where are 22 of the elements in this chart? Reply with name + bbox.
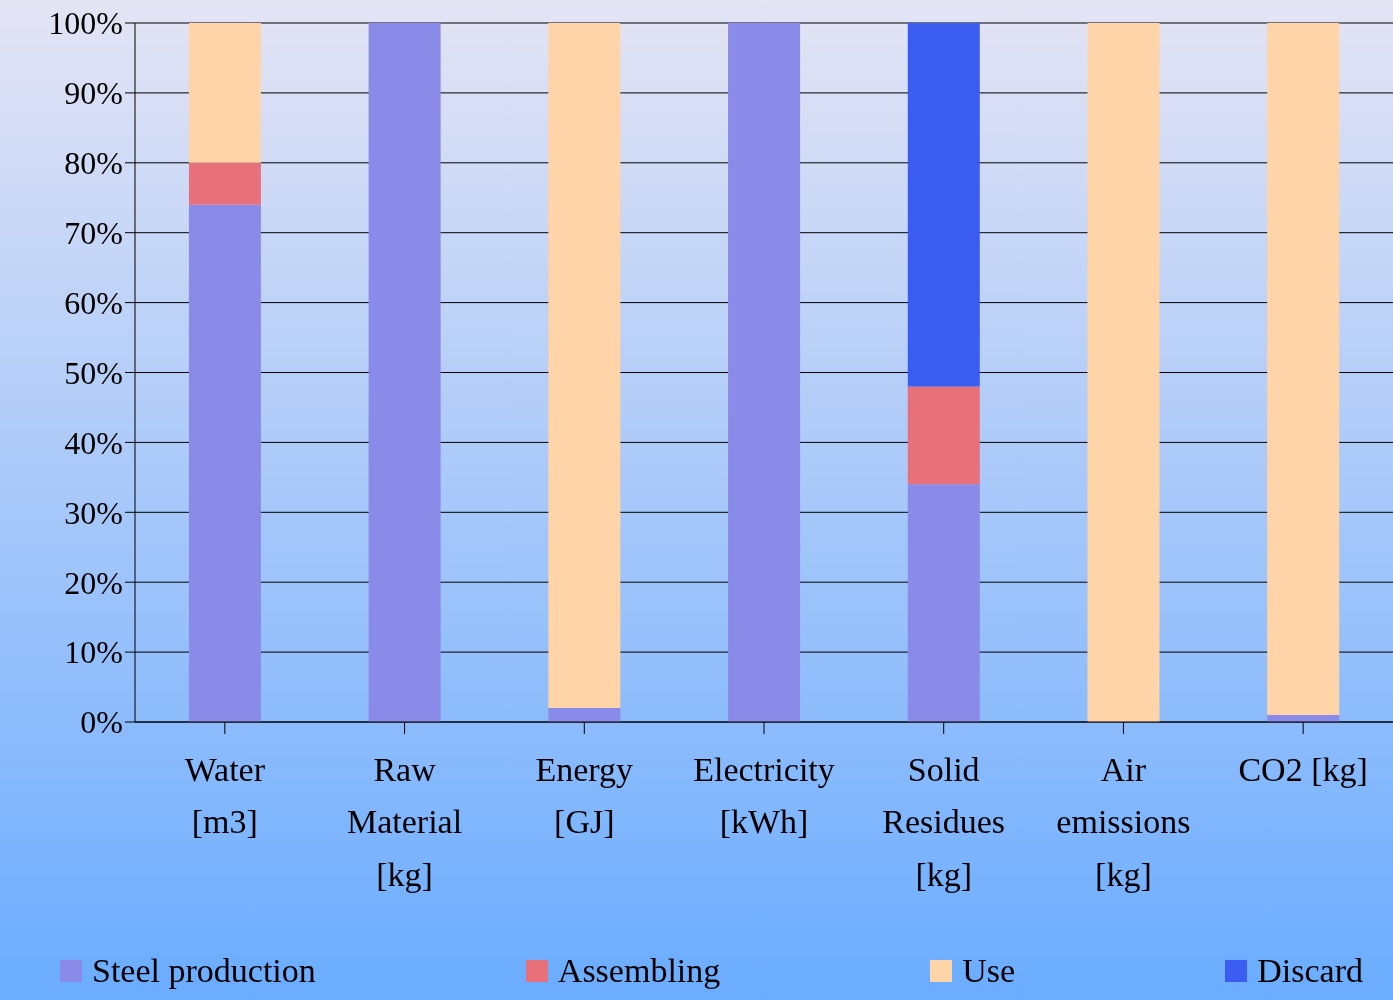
legend-label: Use <box>962 952 1016 990</box>
x-tick-label: Solid Residues [kg] <box>882 750 1006 893</box>
legend-label: Discard <box>1257 952 1363 990</box>
y-tick-label: 50% <box>64 354 123 391</box>
y-tick-label: 40% <box>64 424 123 461</box>
y-tick-label: 90% <box>64 75 123 112</box>
y-tick-label: 100% <box>48 5 123 42</box>
y-tick-label: 30% <box>64 494 123 531</box>
y-tick-label: 10% <box>64 634 123 671</box>
x-tick-label: Air emissions [kg] <box>1056 750 1191 893</box>
legend-label: Assembling <box>557 952 721 990</box>
y-tick-label: 0% <box>80 704 123 741</box>
x-tick-label: Raw Material [kg] <box>346 750 463 893</box>
x-tick-label: Electricity [kWh] <box>693 750 835 841</box>
x-tick-label: Water [m3] <box>184 750 266 841</box>
x-tick-label: CO2 [kg] <box>1238 750 1368 788</box>
y-tick-label: 70% <box>64 215 123 252</box>
y-tick-label: 80% <box>64 145 123 182</box>
y-tick-label: 20% <box>64 564 123 601</box>
y-tick-label: 60% <box>64 284 123 321</box>
x-tick-label: Energy [GJ] <box>535 750 634 841</box>
legend-label: Steel production <box>92 952 316 990</box>
